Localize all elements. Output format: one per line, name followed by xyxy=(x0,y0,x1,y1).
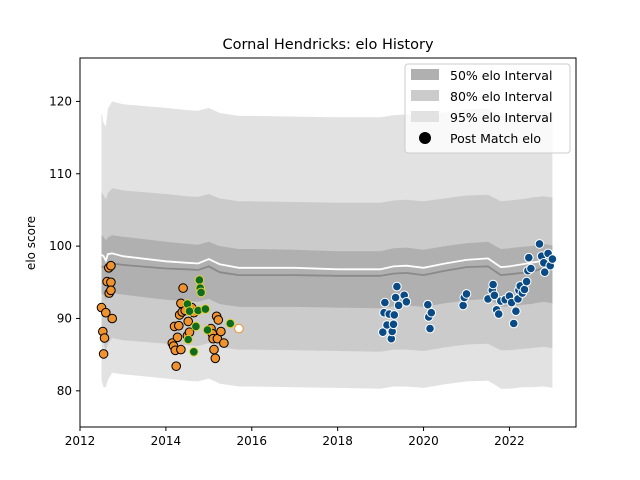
data-point xyxy=(99,333,110,343)
legend-box xyxy=(404,63,571,154)
mean-elo-line xyxy=(101,252,553,271)
data-point xyxy=(458,300,468,311)
data-point xyxy=(426,307,437,318)
data-point xyxy=(392,281,402,292)
data-point xyxy=(393,300,404,311)
data-point xyxy=(191,321,201,332)
y-axis-label: elo score xyxy=(24,216,38,270)
band-50 xyxy=(101,235,553,309)
legend-swatch-95 xyxy=(411,111,439,122)
y-tick-label: 110 xyxy=(49,167,72,181)
y-tick-label: 80 xyxy=(57,384,72,398)
legend-label-95: 95% elo Interval xyxy=(450,110,552,125)
data-point xyxy=(106,277,116,288)
data-point xyxy=(401,297,412,307)
data-point xyxy=(183,316,193,327)
data-point xyxy=(461,289,472,299)
data-point xyxy=(511,306,521,317)
data-point xyxy=(488,279,498,290)
legend-label-80: 80% elo Interval xyxy=(450,89,552,104)
y-tick-label: 90 xyxy=(57,311,72,325)
data-point xyxy=(172,332,183,343)
legend-marker-post-match xyxy=(419,132,431,144)
data-point xyxy=(493,309,504,319)
data-point xyxy=(210,353,221,364)
data-point xyxy=(219,338,229,348)
data-point xyxy=(174,320,184,331)
data-point xyxy=(519,284,530,295)
data-point xyxy=(390,292,401,303)
legend-swatch-50 xyxy=(411,69,439,80)
data-point xyxy=(234,323,244,334)
data-point xyxy=(171,361,181,372)
data-point xyxy=(521,276,532,287)
data-point xyxy=(539,267,550,278)
y-tick-label: 100 xyxy=(49,239,72,253)
data-point xyxy=(489,290,500,301)
data-point xyxy=(202,325,213,335)
data-point xyxy=(534,239,545,249)
data-point xyxy=(106,285,116,296)
data-point xyxy=(209,344,219,355)
y-tick-label: 120 xyxy=(49,94,72,108)
data-point xyxy=(183,334,193,345)
x-tick-label: 2012 xyxy=(65,434,96,448)
data-point xyxy=(184,306,195,317)
data-point xyxy=(524,252,534,263)
data-point xyxy=(178,283,188,293)
data-point xyxy=(388,319,399,330)
data-point xyxy=(213,315,224,325)
legend-label-post-match: Post Match elo xyxy=(450,131,541,146)
data-point xyxy=(508,318,519,329)
chart-title: Cornal Hendricks: elo History xyxy=(222,37,433,53)
legend-swatch-80 xyxy=(411,90,439,101)
legend: 50% elo Interval 80% elo Interval 95% el… xyxy=(404,63,571,154)
post-match-points xyxy=(96,239,558,372)
median-elo-line xyxy=(101,262,553,277)
data-point xyxy=(101,307,111,318)
data-point xyxy=(389,310,400,320)
data-point xyxy=(200,304,211,314)
x-tick-label: 2014 xyxy=(151,434,182,448)
data-point xyxy=(425,323,435,334)
data-point xyxy=(189,347,199,357)
elo-lines xyxy=(101,252,553,277)
data-point xyxy=(98,349,109,359)
data-point xyxy=(423,299,433,310)
data-point xyxy=(216,326,226,337)
x-axis-ticks: 2012 2014 2016 2018 2020 2022 xyxy=(65,427,525,448)
data-point xyxy=(225,318,236,329)
data-point xyxy=(526,263,536,274)
legend-label-50: 50% elo Interval xyxy=(450,68,552,83)
data-point xyxy=(196,287,206,298)
data-point xyxy=(107,313,117,324)
data-point xyxy=(106,260,116,271)
data-point xyxy=(378,327,388,338)
data-point xyxy=(547,254,558,264)
x-tick-label: 2022 xyxy=(494,434,525,448)
y-axis-ticks: 80 90 100 110 120 xyxy=(49,94,80,398)
plot-frame xyxy=(79,57,577,428)
data-point xyxy=(380,297,390,308)
x-tick-label: 2020 xyxy=(408,434,439,448)
data-point xyxy=(194,275,205,285)
x-tick-label: 2016 xyxy=(237,434,268,448)
data-point xyxy=(176,344,186,355)
x-tick-label: 2018 xyxy=(322,434,353,448)
